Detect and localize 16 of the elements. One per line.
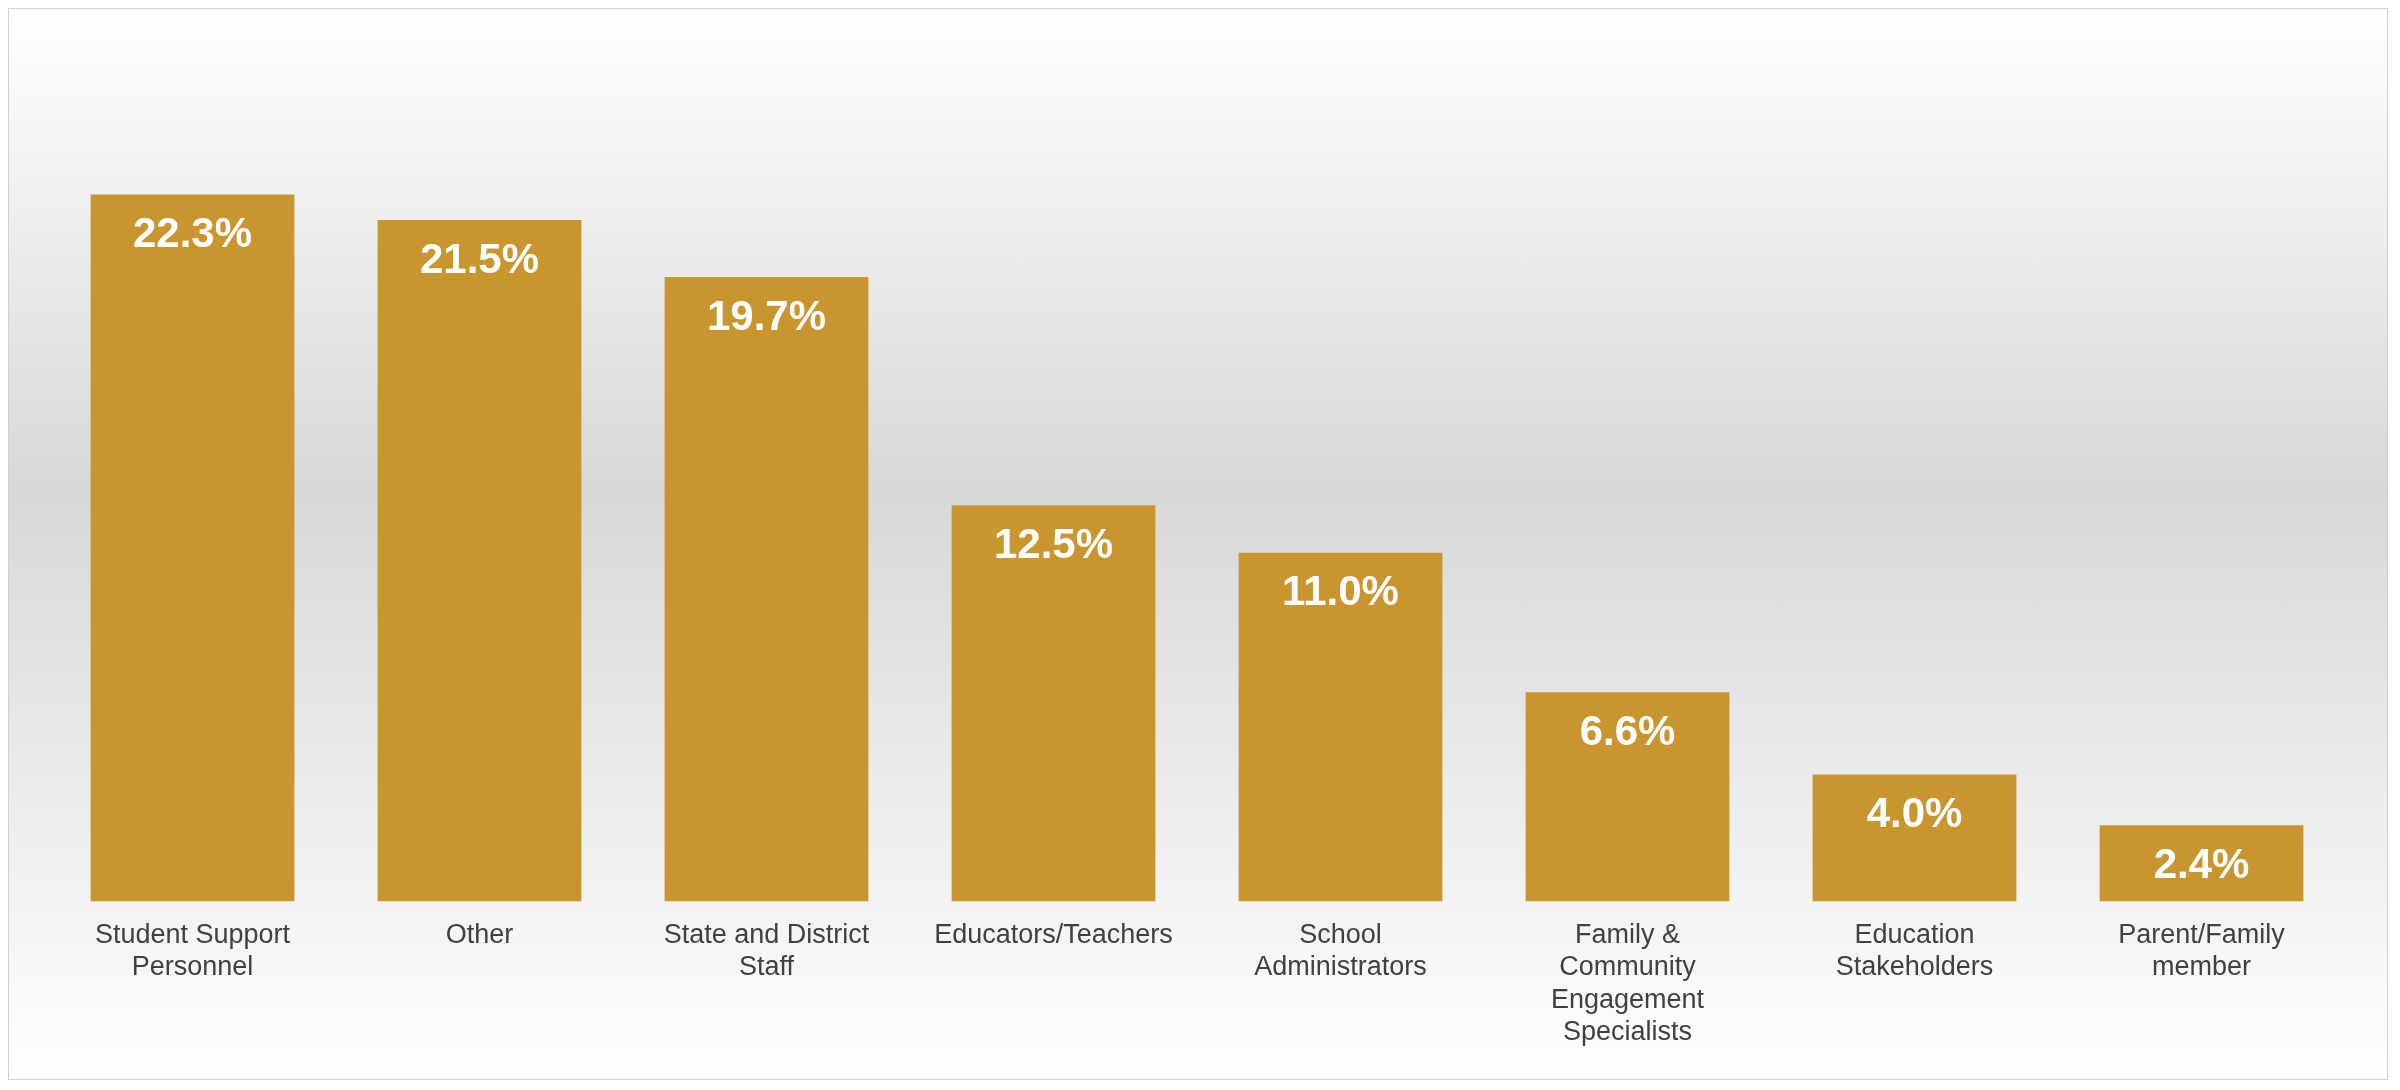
x-tick-label: Education Stakeholders	[1835, 919, 1994, 982]
data-label: 6.6%	[1579, 706, 1676, 754]
data-label: 2.4%	[2153, 839, 2250, 887]
x-tick-label: Family & Community Engagement Specialists	[1550, 919, 1705, 1047]
data-label: 4.0%	[1866, 789, 1963, 837]
data-label: 12.5%	[993, 519, 1114, 567]
x-tick-label: Educators/Teachers	[934, 919, 1173, 950]
x-tick-label: State and District Staff	[663, 919, 870, 982]
data-label: 19.7%	[706, 291, 827, 339]
x-tick-label: School Administrators	[1254, 919, 1427, 982]
x-tick-label: Parent/Family member	[2118, 919, 2286, 982]
data-label: 11.0%	[1282, 567, 1399, 615]
data-label: 21.5%	[419, 234, 540, 282]
x-tick-label: Other	[445, 919, 514, 950]
data-label: 22.3%	[132, 209, 253, 257]
x-tick-label: Student Support Personnel	[94, 919, 291, 982]
